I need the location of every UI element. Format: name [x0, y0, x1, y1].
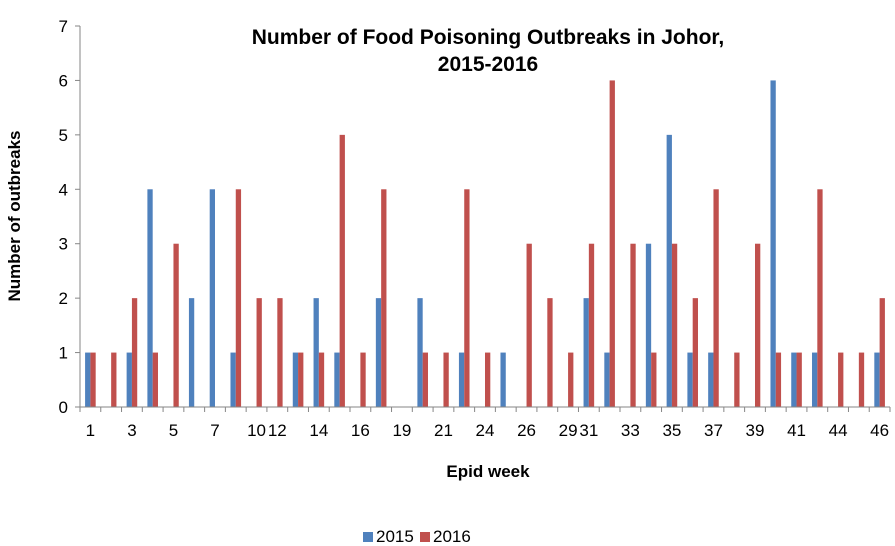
x-tick-label: 35 — [662, 421, 681, 440]
x-tick-label: 39 — [746, 421, 765, 440]
y-axis-title: Number of outbreaks — [5, 131, 24, 302]
bar-2016-week-23 — [464, 189, 470, 407]
x-tick-label: 19 — [392, 421, 411, 440]
x-tick-label: 33 — [621, 421, 640, 440]
bar-2015-week-23 — [458, 352, 465, 407]
x-tick-label: 37 — [704, 421, 723, 440]
x-tick-label: 5 — [169, 421, 178, 440]
x-tick-label: 10 — [247, 421, 266, 440]
bar-2015-week-34 — [645, 243, 652, 407]
x-tick-label: 46 — [870, 421, 889, 440]
chart-title-line-1: Number of Food Poisoning Outbreaks in Jo… — [252, 26, 725, 49]
bar-2015-week-41 — [791, 352, 797, 407]
bar-2015-week-14 — [313, 298, 319, 407]
bar-2016-week-29 — [568, 352, 574, 407]
bar-2016-week-45 — [858, 352, 865, 407]
bar-2016-week-13 — [298, 352, 304, 407]
bar-2016-week-42 — [817, 189, 823, 407]
chart-title-line-2: 2015-2016 — [438, 53, 538, 76]
y-tick-label: 3 — [59, 235, 68, 254]
bar-2016-week-20 — [422, 352, 428, 407]
x-tick-label: 16 — [351, 421, 370, 440]
bar-2016-week-2 — [111, 352, 117, 407]
y-tick-label: 6 — [59, 71, 68, 90]
y-tick-label: 7 — [59, 17, 68, 36]
bar-2016-week-32 — [609, 80, 615, 407]
bar-2015-week-42 — [812, 352, 818, 407]
x-axis-title: Epid week — [446, 462, 530, 481]
y-tick-label: 0 — [59, 398, 68, 417]
bar-2016-week-46 — [879, 298, 885, 407]
bar-2015-week-6 — [188, 298, 195, 407]
legend-swatch-2016 — [420, 532, 430, 542]
bar-2016-week-9 — [235, 189, 242, 407]
bar-2015-week-13 — [292, 352, 299, 407]
y-tick-label: 2 — [59, 289, 68, 308]
bar-2015-week-46 — [874, 352, 880, 407]
x-tick-label: 7 — [210, 421, 219, 440]
legend-swatch-2015 — [363, 532, 373, 542]
bar-2015-week-37 — [708, 352, 714, 407]
bar-2015-week-4 — [147, 189, 153, 407]
bar-2016-week-3 — [131, 298, 138, 407]
bar-2015-week-20 — [417, 298, 423, 407]
bar-2015-week-40 — [770, 80, 776, 407]
bar-2016-week-16 — [360, 352, 366, 407]
bar-2016-week-35 — [671, 243, 678, 407]
bar-2016-week-15 — [339, 134, 345, 407]
bar-2016-week-36 — [692, 298, 698, 407]
bar-2015-week-3 — [126, 352, 132, 407]
x-tick-label: 44 — [829, 421, 848, 440]
bar-2016-week-4 — [152, 352, 158, 407]
x-tick-label: 24 — [476, 421, 495, 440]
legend-label-2015: 2015 — [376, 527, 414, 546]
y-tick-label: 1 — [59, 344, 68, 363]
bar-2016-week-37 — [713, 189, 719, 407]
y-tick-label: 4 — [59, 180, 68, 199]
x-tick-label: 3 — [127, 421, 136, 440]
x-tick-label: 26 — [517, 421, 536, 440]
bar-2016-week-44 — [838, 352, 844, 407]
bar-2016-week-38 — [734, 352, 740, 407]
bar-2016-week-17 — [381, 189, 387, 407]
bar-2015-week-9 — [230, 352, 236, 407]
bar-2016-week-21 — [443, 352, 449, 407]
bar-2016-week-40 — [775, 352, 782, 407]
bar-2016-week-5 — [173, 243, 179, 407]
bar-2015-week-32 — [604, 352, 610, 407]
bar-2016-week-39 — [755, 243, 761, 407]
bar-2015-week-31 — [583, 298, 589, 407]
bar-2016-week-12 — [277, 298, 283, 407]
y-tick-label: 5 — [59, 126, 68, 145]
x-tick-label: 31 — [579, 421, 598, 440]
legend: 2015 2016 — [363, 527, 471, 546]
bar-2016-week-26 — [526, 243, 532, 407]
bar-2015-week-17 — [375, 298, 382, 407]
bar-2016-week-10 — [256, 298, 262, 407]
bar-2016-week-31 — [588, 243, 595, 407]
bar-2016-week-33 — [630, 243, 636, 407]
bar-2016-week-24 — [485, 352, 491, 407]
legend-label-2016: 2016 — [433, 527, 471, 546]
bar-2016-week-34 — [651, 352, 657, 407]
bar-2016-week-28 — [547, 298, 553, 407]
bar-2015-week-15 — [334, 352, 340, 407]
bar-2015-week-35 — [666, 134, 672, 407]
bar-2016-week-14 — [318, 352, 325, 407]
bar-2015-week-25 — [500, 352, 506, 407]
x-tick-label: 14 — [309, 421, 328, 440]
bar-2015-week-7 — [209, 189, 215, 407]
x-tick-label: 1 — [86, 421, 95, 440]
bar-2015-week-36 — [687, 352, 693, 407]
bar-2016-week-1 — [90, 352, 96, 407]
x-tick-label: 29 — [559, 421, 578, 440]
bar-2016-week-41 — [796, 352, 802, 407]
x-tick-label: 12 — [268, 421, 287, 440]
x-tick-label: 21 — [434, 421, 453, 440]
bar-2015-week-1 — [85, 352, 91, 407]
x-tick-label: 41 — [787, 421, 806, 440]
